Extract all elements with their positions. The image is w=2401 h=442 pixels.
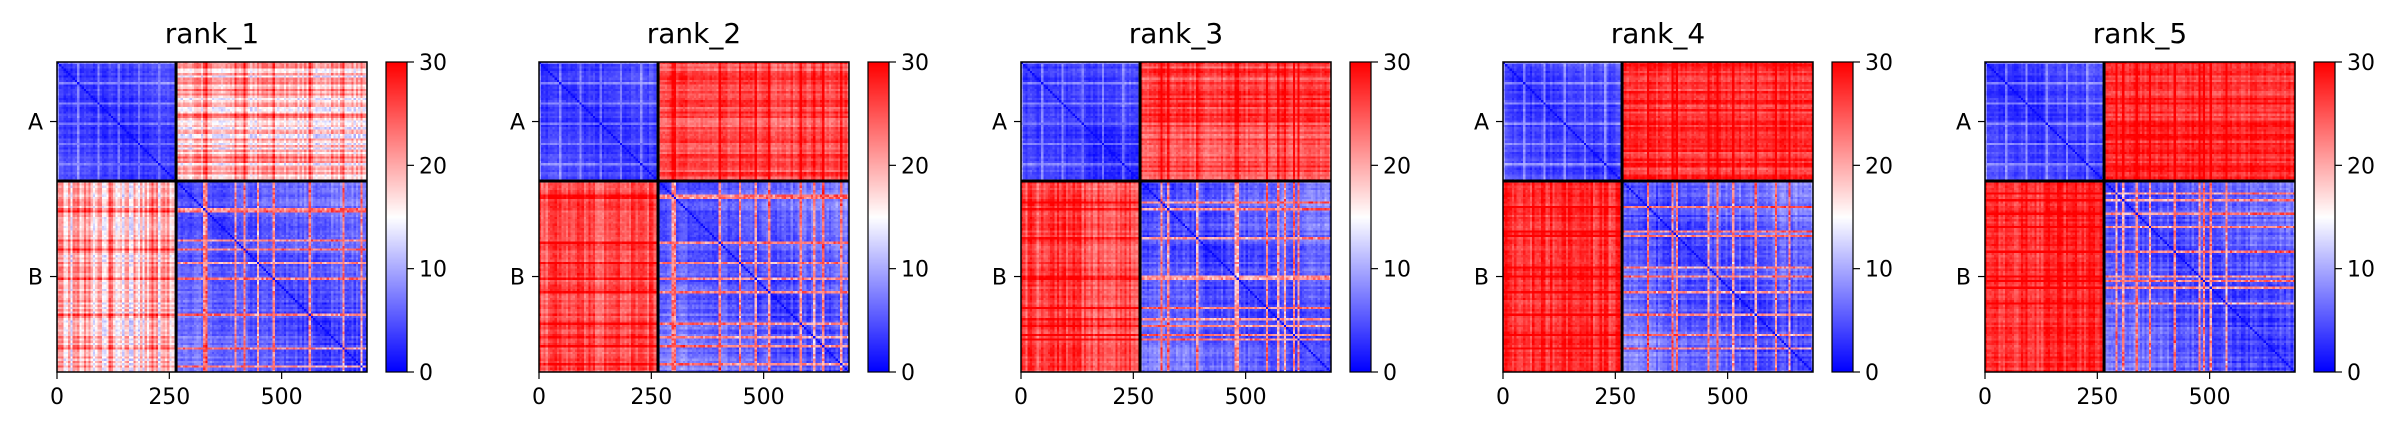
x-tick-label: 250 — [1594, 385, 1636, 410]
heatmap-panel: rank_2 0 250 500 A B 0 10 20 30 — [510, 17, 929, 410]
colorbar-frame — [2313, 61, 2336, 373]
colorbar-gradient — [2314, 62, 2335, 372]
colorbar-tick-label: 30 — [419, 51, 447, 76]
heatmap-panel: rank_1 0 250 500 A B 0 10 20 30 — [28, 17, 447, 410]
x-tick-label: 500 — [1707, 385, 1749, 410]
heatmap-cells — [57, 62, 367, 372]
x-tick-label: 0 — [532, 385, 546, 410]
colorbar-tick-label: 20 — [419, 154, 447, 179]
colorbar-tick-label: 0 — [901, 361, 915, 386]
heatmap-cells — [1503, 62, 1813, 372]
colorbar-tick-label: 20 — [1383, 154, 1411, 179]
colorbar-tick-label: 20 — [1865, 154, 1893, 179]
colorbar-tick-label: 10 — [901, 258, 929, 283]
chain-label: B — [1956, 266, 1971, 291]
plot-frame — [1984, 61, 2296, 373]
heatmap-panel: rank_3 0 250 500 A B 0 10 20 30 — [992, 17, 1411, 410]
chain-label: A — [1474, 111, 1489, 136]
chain-label: A — [28, 111, 43, 136]
x-tick-label: 0 — [1496, 385, 1510, 410]
panel-title: rank_3 — [1129, 17, 1223, 50]
x-tick-label: 250 — [630, 385, 672, 410]
colorbar-tick-label: 10 — [1383, 258, 1411, 283]
chain-label: B — [510, 266, 525, 291]
colorbar-tick-label: 30 — [1383, 51, 1411, 76]
colorbar-tick-label: 20 — [901, 154, 929, 179]
panel-title: rank_5 — [2093, 17, 2187, 50]
colorbar-frame — [385, 61, 408, 373]
colorbar-frame — [867, 61, 890, 373]
colorbar-tick-label: 0 — [419, 361, 433, 386]
heatmap-cells — [1021, 62, 1331, 372]
x-tick-label: 250 — [2076, 385, 2118, 410]
panel-title: rank_4 — [1611, 17, 1705, 50]
x-tick-label: 0 — [1978, 385, 1992, 410]
colorbar-tick-label: 0 — [1865, 361, 1879, 386]
x-tick-label: 0 — [1014, 385, 1028, 410]
colorbar-tick-label: 10 — [2347, 258, 2375, 283]
chain-label: A — [1956, 111, 1971, 136]
x-tick-label: 500 — [261, 385, 303, 410]
x-tick-label: 500 — [2189, 385, 2231, 410]
plot-frame — [538, 61, 850, 373]
heatmap-panel: rank_4 0 250 500 A B 0 10 20 30 — [1474, 17, 1893, 410]
plot-frame — [56, 61, 368, 373]
colorbar-tick-label: 30 — [2347, 51, 2375, 76]
colorbar-frame — [1831, 61, 1854, 373]
x-tick-label: 250 — [148, 385, 190, 410]
x-tick-label: 0 — [50, 385, 64, 410]
x-tick-label: 500 — [743, 385, 785, 410]
chain-label: B — [1474, 266, 1489, 291]
chain-label: B — [28, 266, 43, 291]
chain-label: A — [510, 111, 525, 136]
colorbar-gradient — [868, 62, 889, 372]
panel-title: rank_2 — [647, 17, 741, 50]
colorbar-tick-label: 0 — [1383, 361, 1397, 386]
plot-frame — [1020, 61, 1332, 373]
heatmap-panel: rank_5 0 250 500 A B 0 10 20 30 — [1956, 17, 2375, 410]
chain-label: A — [992, 111, 1007, 136]
colorbar-gradient — [1832, 62, 1853, 372]
colorbar-tick-label: 0 — [2347, 361, 2361, 386]
colorbar-gradient — [386, 62, 407, 372]
colorbar-gradient — [1350, 62, 1371, 372]
panel-title: rank_1 — [165, 17, 259, 50]
colorbar-tick-label: 30 — [901, 51, 929, 76]
x-tick-label: 500 — [1225, 385, 1267, 410]
x-tick-label: 250 — [1112, 385, 1154, 410]
chain-label: B — [992, 266, 1007, 291]
colorbar-frame — [1349, 61, 1372, 373]
colorbar-tick-label: 10 — [1865, 258, 1893, 283]
heatmap-cells — [539, 62, 849, 372]
colorbar-tick-label: 20 — [2347, 154, 2375, 179]
heatmap-cells — [1985, 62, 2295, 372]
plot-frame — [1502, 61, 1814, 373]
colorbar-tick-label: 10 — [419, 258, 447, 283]
colorbar-tick-label: 30 — [1865, 51, 1893, 76]
